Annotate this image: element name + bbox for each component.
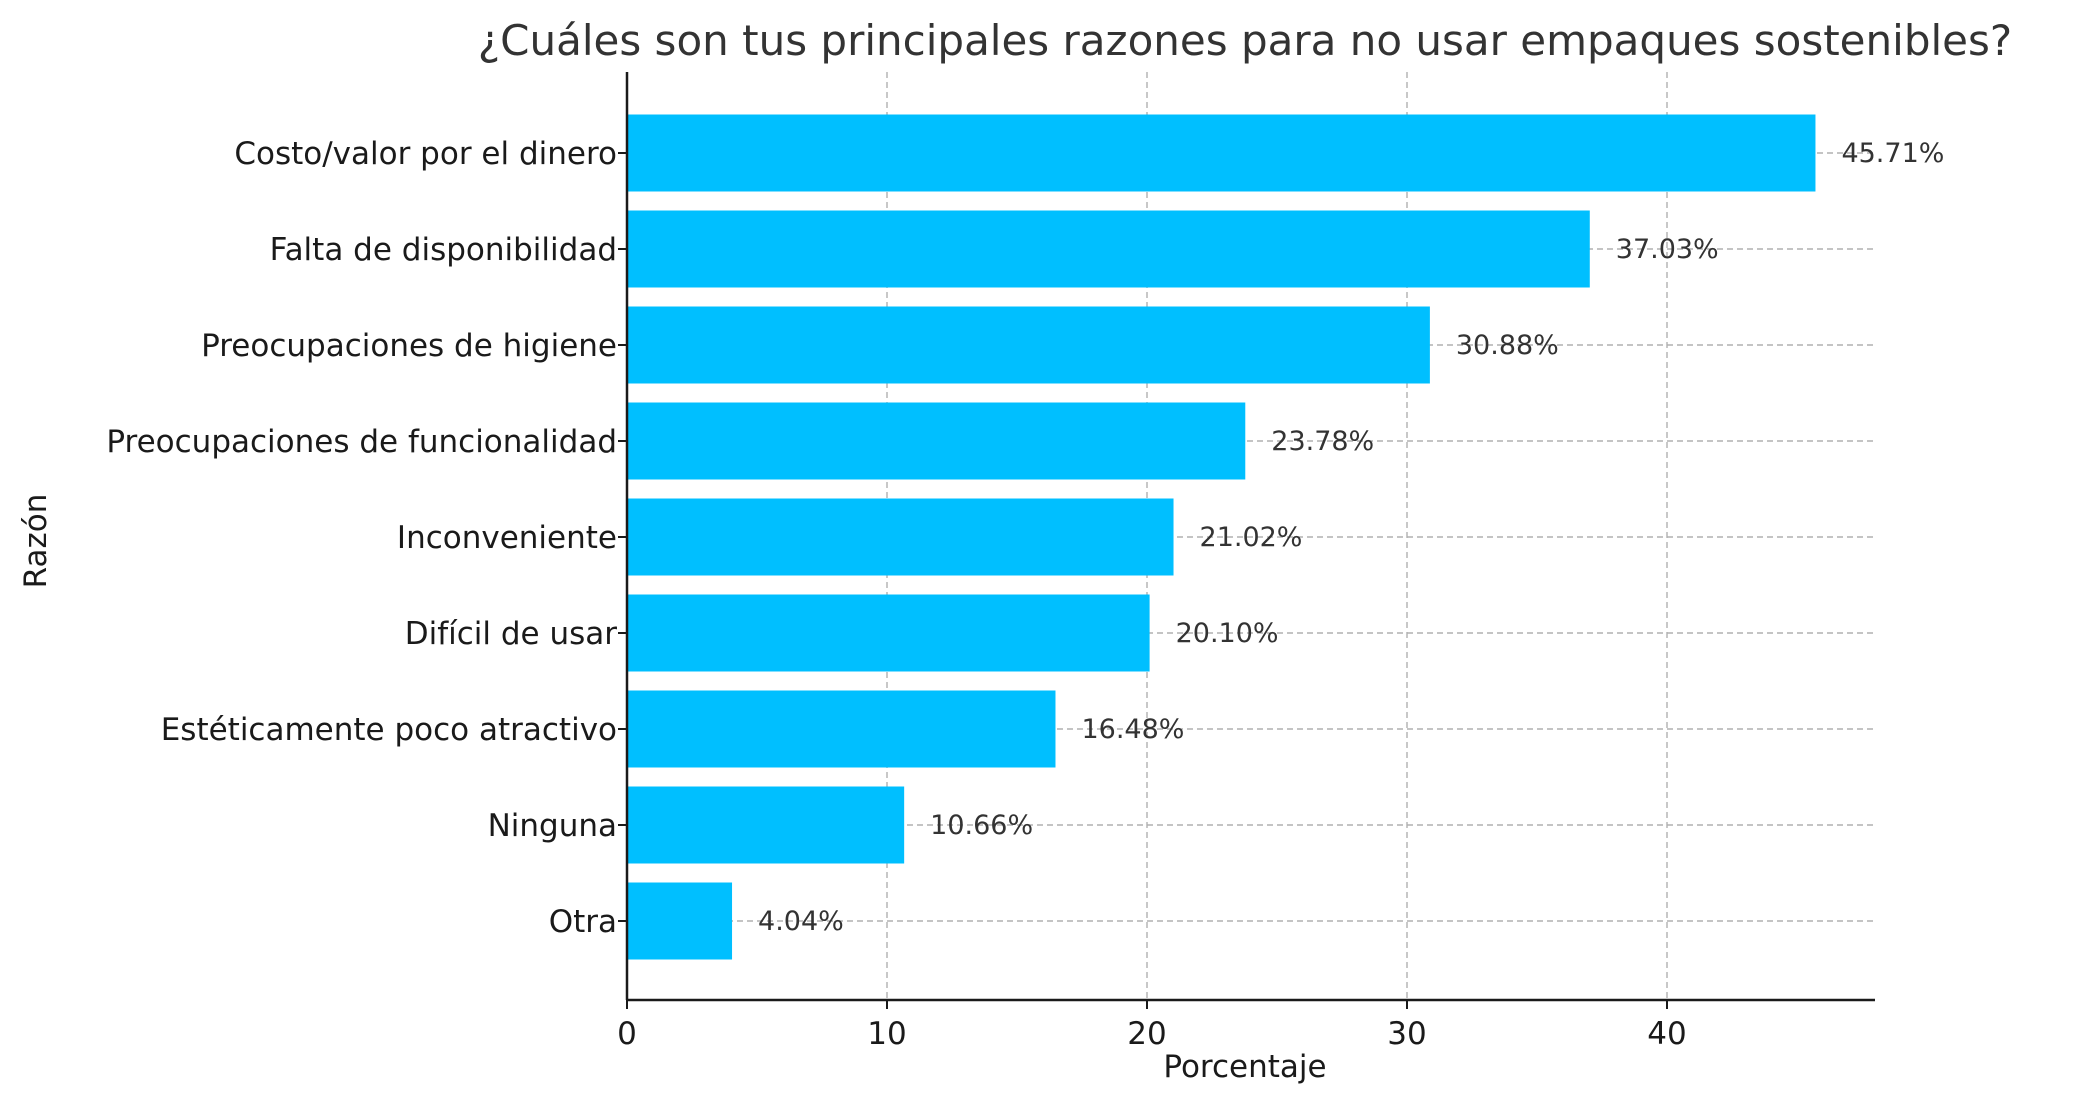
x-axis-label: Porcentaje bbox=[1163, 1049, 1326, 1085]
value-label: 45.71% bbox=[1841, 138, 1944, 169]
value-label: 37.03% bbox=[1616, 234, 1719, 265]
value-label: 21.02% bbox=[1200, 522, 1303, 553]
x-ticks: 0 10 20 30 40 bbox=[617, 152, 1687, 1052]
bar bbox=[627, 402, 1246, 480]
bar bbox=[627, 498, 1174, 576]
value-label: 4.04% bbox=[758, 906, 844, 937]
category-label: Preocupaciones de funcionalidad bbox=[106, 424, 617, 460]
bar bbox=[627, 882, 733, 960]
bar bbox=[627, 306, 1430, 384]
x-tick-label: 30 bbox=[1387, 1016, 1426, 1052]
bar bbox=[627, 786, 905, 864]
category-label: Preocupaciones de higiene bbox=[201, 328, 617, 364]
x-tick-label: 40 bbox=[1647, 1016, 1686, 1052]
category-label: Estéticamente poco atractivo bbox=[161, 712, 617, 748]
category-label: Ninguna bbox=[488, 808, 617, 844]
x-tick-label: 20 bbox=[1127, 1016, 1166, 1052]
value-label: 10.66% bbox=[930, 810, 1033, 841]
value-label: 16.48% bbox=[1081, 714, 1184, 745]
value-label: 23.78% bbox=[1271, 426, 1374, 457]
category-label: Difícil de usar bbox=[405, 616, 618, 652]
chart-title: ¿Cuáles son tus principales razones para… bbox=[478, 16, 2012, 65]
category-label: Falta de disponibilidad bbox=[270, 232, 617, 268]
bars bbox=[627, 114, 1816, 960]
category-label: Costo/valor por el dinero bbox=[234, 136, 617, 172]
x-tick-label: 0 bbox=[617, 1016, 637, 1052]
y-axis-label: Razón bbox=[18, 494, 54, 589]
category-labels: Costo/valor por el dinero Falta de dispon… bbox=[106, 136, 617, 940]
category-label: Inconveniente bbox=[397, 520, 617, 556]
bar bbox=[627, 594, 1150, 672]
bar bbox=[627, 210, 1590, 288]
bar bbox=[627, 114, 1816, 192]
category-label: Otra bbox=[549, 904, 617, 940]
bar bbox=[627, 690, 1056, 768]
value-label: 20.10% bbox=[1176, 618, 1279, 649]
x-tick-label: 10 bbox=[867, 1016, 906, 1052]
value-label: 30.88% bbox=[1456, 330, 1559, 361]
value-labels: 45.71% 37.03% 30.88% 23.78% 21.02% 20.10% 16.4… bbox=[758, 138, 1944, 937]
